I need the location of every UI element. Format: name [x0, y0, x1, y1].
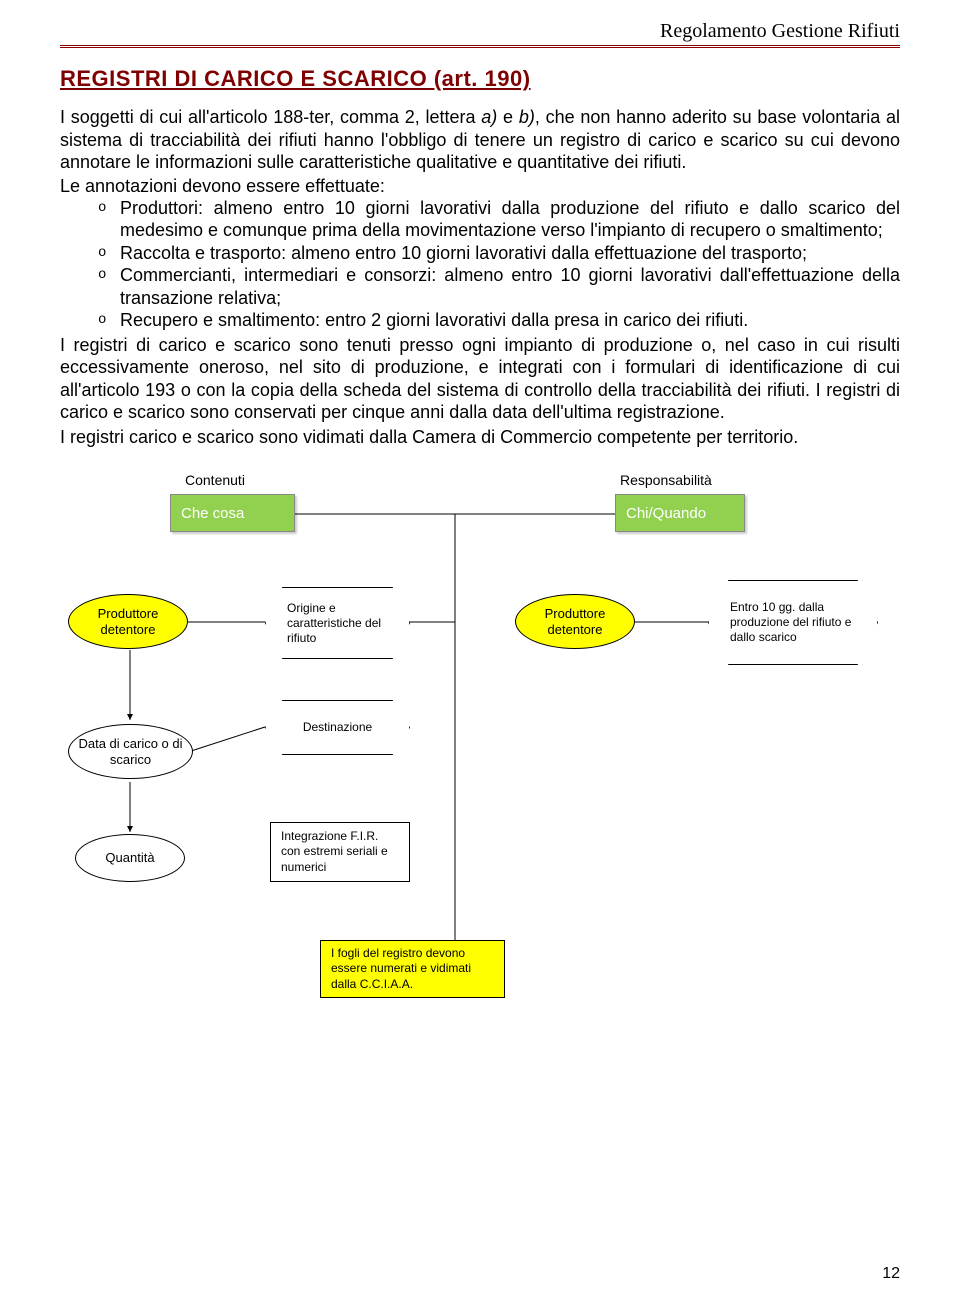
ellipse-produttore-left: Produttore detentore	[68, 594, 188, 649]
ellipse-quantita-label: Quantità	[105, 850, 154, 866]
box-integrazione-label: Integrazione F.I.R. con estremi seriali …	[281, 829, 399, 876]
hex-destinazione: Destinazione	[265, 700, 410, 755]
ellipse-produttore-left-label: Produttore detentore	[69, 606, 187, 637]
intro-italic-b: b)	[519, 107, 535, 127]
box-bottom-yellow-label: I fogli del registro devono essere numer…	[331, 946, 494, 993]
paragraph-2: I registri carico e scarico sono vidimat…	[60, 426, 900, 449]
intro-mid: e	[497, 107, 519, 127]
list-item: Commercianti, intermediari e consorzi: a…	[98, 264, 900, 309]
intro-italic-a: a)	[481, 107, 497, 127]
hex-origine: Origine e caratteristiche del rifiuto	[265, 587, 410, 659]
box-che-cosa: Che cosa	[170, 494, 295, 532]
hex-entro10: Entro 10 gg. dalla produzione del rifiut…	[708, 580, 878, 665]
paragraph-1: I registri di carico e scarico sono tenu…	[60, 334, 900, 424]
page-number: 12	[882, 1265, 900, 1283]
list-item: Recupero e smaltimento: entro 2 giorni l…	[98, 309, 900, 332]
box-chi-quando: Chi/Quando	[615, 494, 745, 532]
ellipse-data-carico-label: Data di carico o di scarico	[69, 736, 192, 767]
label-responsabilita: Responsabilità	[620, 472, 712, 488]
diagram-container: Contenuti Responsabilità Che cosa Chi/Qu…	[60, 472, 900, 1032]
box-che-cosa-label: Che cosa	[181, 505, 244, 522]
list-item: Raccolta e trasporto: almeno entro 10 gi…	[98, 242, 900, 265]
hex-destinazione-label: Destinazione	[303, 720, 372, 735]
header-title: Regolamento Gestione Rifiuti	[60, 20, 900, 45]
ellipse-produttore-right-label: Produttore detentore	[516, 606, 634, 637]
hex-entro10-label: Entro 10 gg. dalla produzione del rifiut…	[730, 600, 856, 645]
section-title: REGISTRI DI CARICO E SCARICO (art. 190)	[60, 66, 900, 92]
box-chi-quando-label: Chi/Quando	[626, 505, 706, 522]
header-rule	[60, 45, 900, 48]
ellipse-quantita: Quantità	[75, 834, 185, 882]
ellipse-produttore-right: Produttore detentore	[515, 594, 635, 649]
label-contenuti: Contenuti	[185, 472, 245, 488]
intro-pre: I soggetti di cui all'articolo 188-ter, …	[60, 107, 481, 127]
ellipse-data-carico: Data di carico o di scarico	[68, 724, 193, 779]
annotation-intro: Le annotazioni devono essere effettuate:	[60, 176, 900, 197]
list-item: Produttori: almeno entro 10 giorni lavor…	[98, 197, 900, 242]
intro-paragraph: I soggetti di cui all'articolo 188-ter, …	[60, 106, 900, 174]
hex-origine-label: Origine e caratteristiche del rifiuto	[287, 601, 388, 646]
box-bottom-yellow: I fogli del registro devono essere numer…	[320, 940, 505, 998]
box-integrazione: Integrazione F.I.R. con estremi seriali …	[270, 822, 410, 882]
annotation-list: Produttori: almeno entro 10 giorni lavor…	[60, 197, 900, 332]
